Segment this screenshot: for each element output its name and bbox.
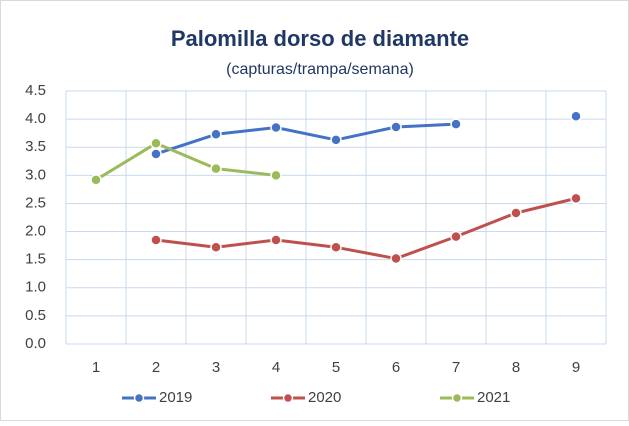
y-tick-label: 0.0	[25, 335, 46, 352]
data-point	[330, 241, 342, 254]
data-point	[570, 192, 582, 205]
x-tick-label: 2	[152, 359, 160, 376]
legend-label: 2021	[477, 389, 510, 406]
data-point	[270, 234, 282, 246]
data-point	[210, 128, 222, 141]
chart-subtitle: (capturas/trampa/semana)	[226, 61, 414, 78]
series-line	[155, 196, 577, 261]
y-tick-label: 3.5	[25, 138, 46, 155]
data-point	[270, 169, 282, 182]
data-point	[270, 121, 282, 134]
data-point	[450, 118, 462, 130]
x-tick-label: 4	[272, 359, 280, 376]
data-point	[390, 121, 402, 133]
x-tick-label: 1	[92, 359, 100, 376]
x-tick-label: 6	[392, 359, 400, 376]
data-point	[150, 148, 162, 160]
chart-title: Palomilla dorso de diamante	[171, 26, 469, 51]
legend-label: 2019	[159, 389, 192, 406]
data-point	[450, 230, 462, 243]
data-point	[570, 110, 582, 123]
data-point	[510, 207, 522, 219]
data-point	[150, 234, 162, 246]
y-tick-label: 4.0	[25, 110, 46, 127]
x-tick-label: 7	[452, 359, 460, 376]
y-tick-label: 0.5	[25, 307, 46, 324]
legend-marker	[282, 392, 294, 404]
x-tick-label: 8	[512, 359, 520, 376]
y-tick-label: 1.0	[25, 279, 46, 296]
x-tick-label: 3	[212, 359, 220, 376]
y-tick-label: 2.0	[25, 223, 46, 240]
data-point	[210, 241, 222, 254]
data-point	[150, 137, 162, 150]
data-point	[390, 252, 402, 265]
y-tick-label: 1.5	[25, 251, 46, 268]
x-tick-label: 5	[332, 359, 340, 376]
legend-marker	[133, 392, 145, 404]
data-point	[210, 162, 222, 175]
legend-label: 2020	[308, 389, 341, 406]
y-tick-label: 2.5	[25, 194, 46, 211]
y-tick-label: 4.5	[25, 82, 46, 99]
x-tick-label: 9	[572, 359, 580, 376]
series-line	[95, 141, 277, 182]
data-point	[330, 134, 342, 146]
y-tick-label: 3.0	[25, 166, 46, 183]
legend-marker	[451, 392, 463, 404]
data-point	[90, 174, 102, 186]
